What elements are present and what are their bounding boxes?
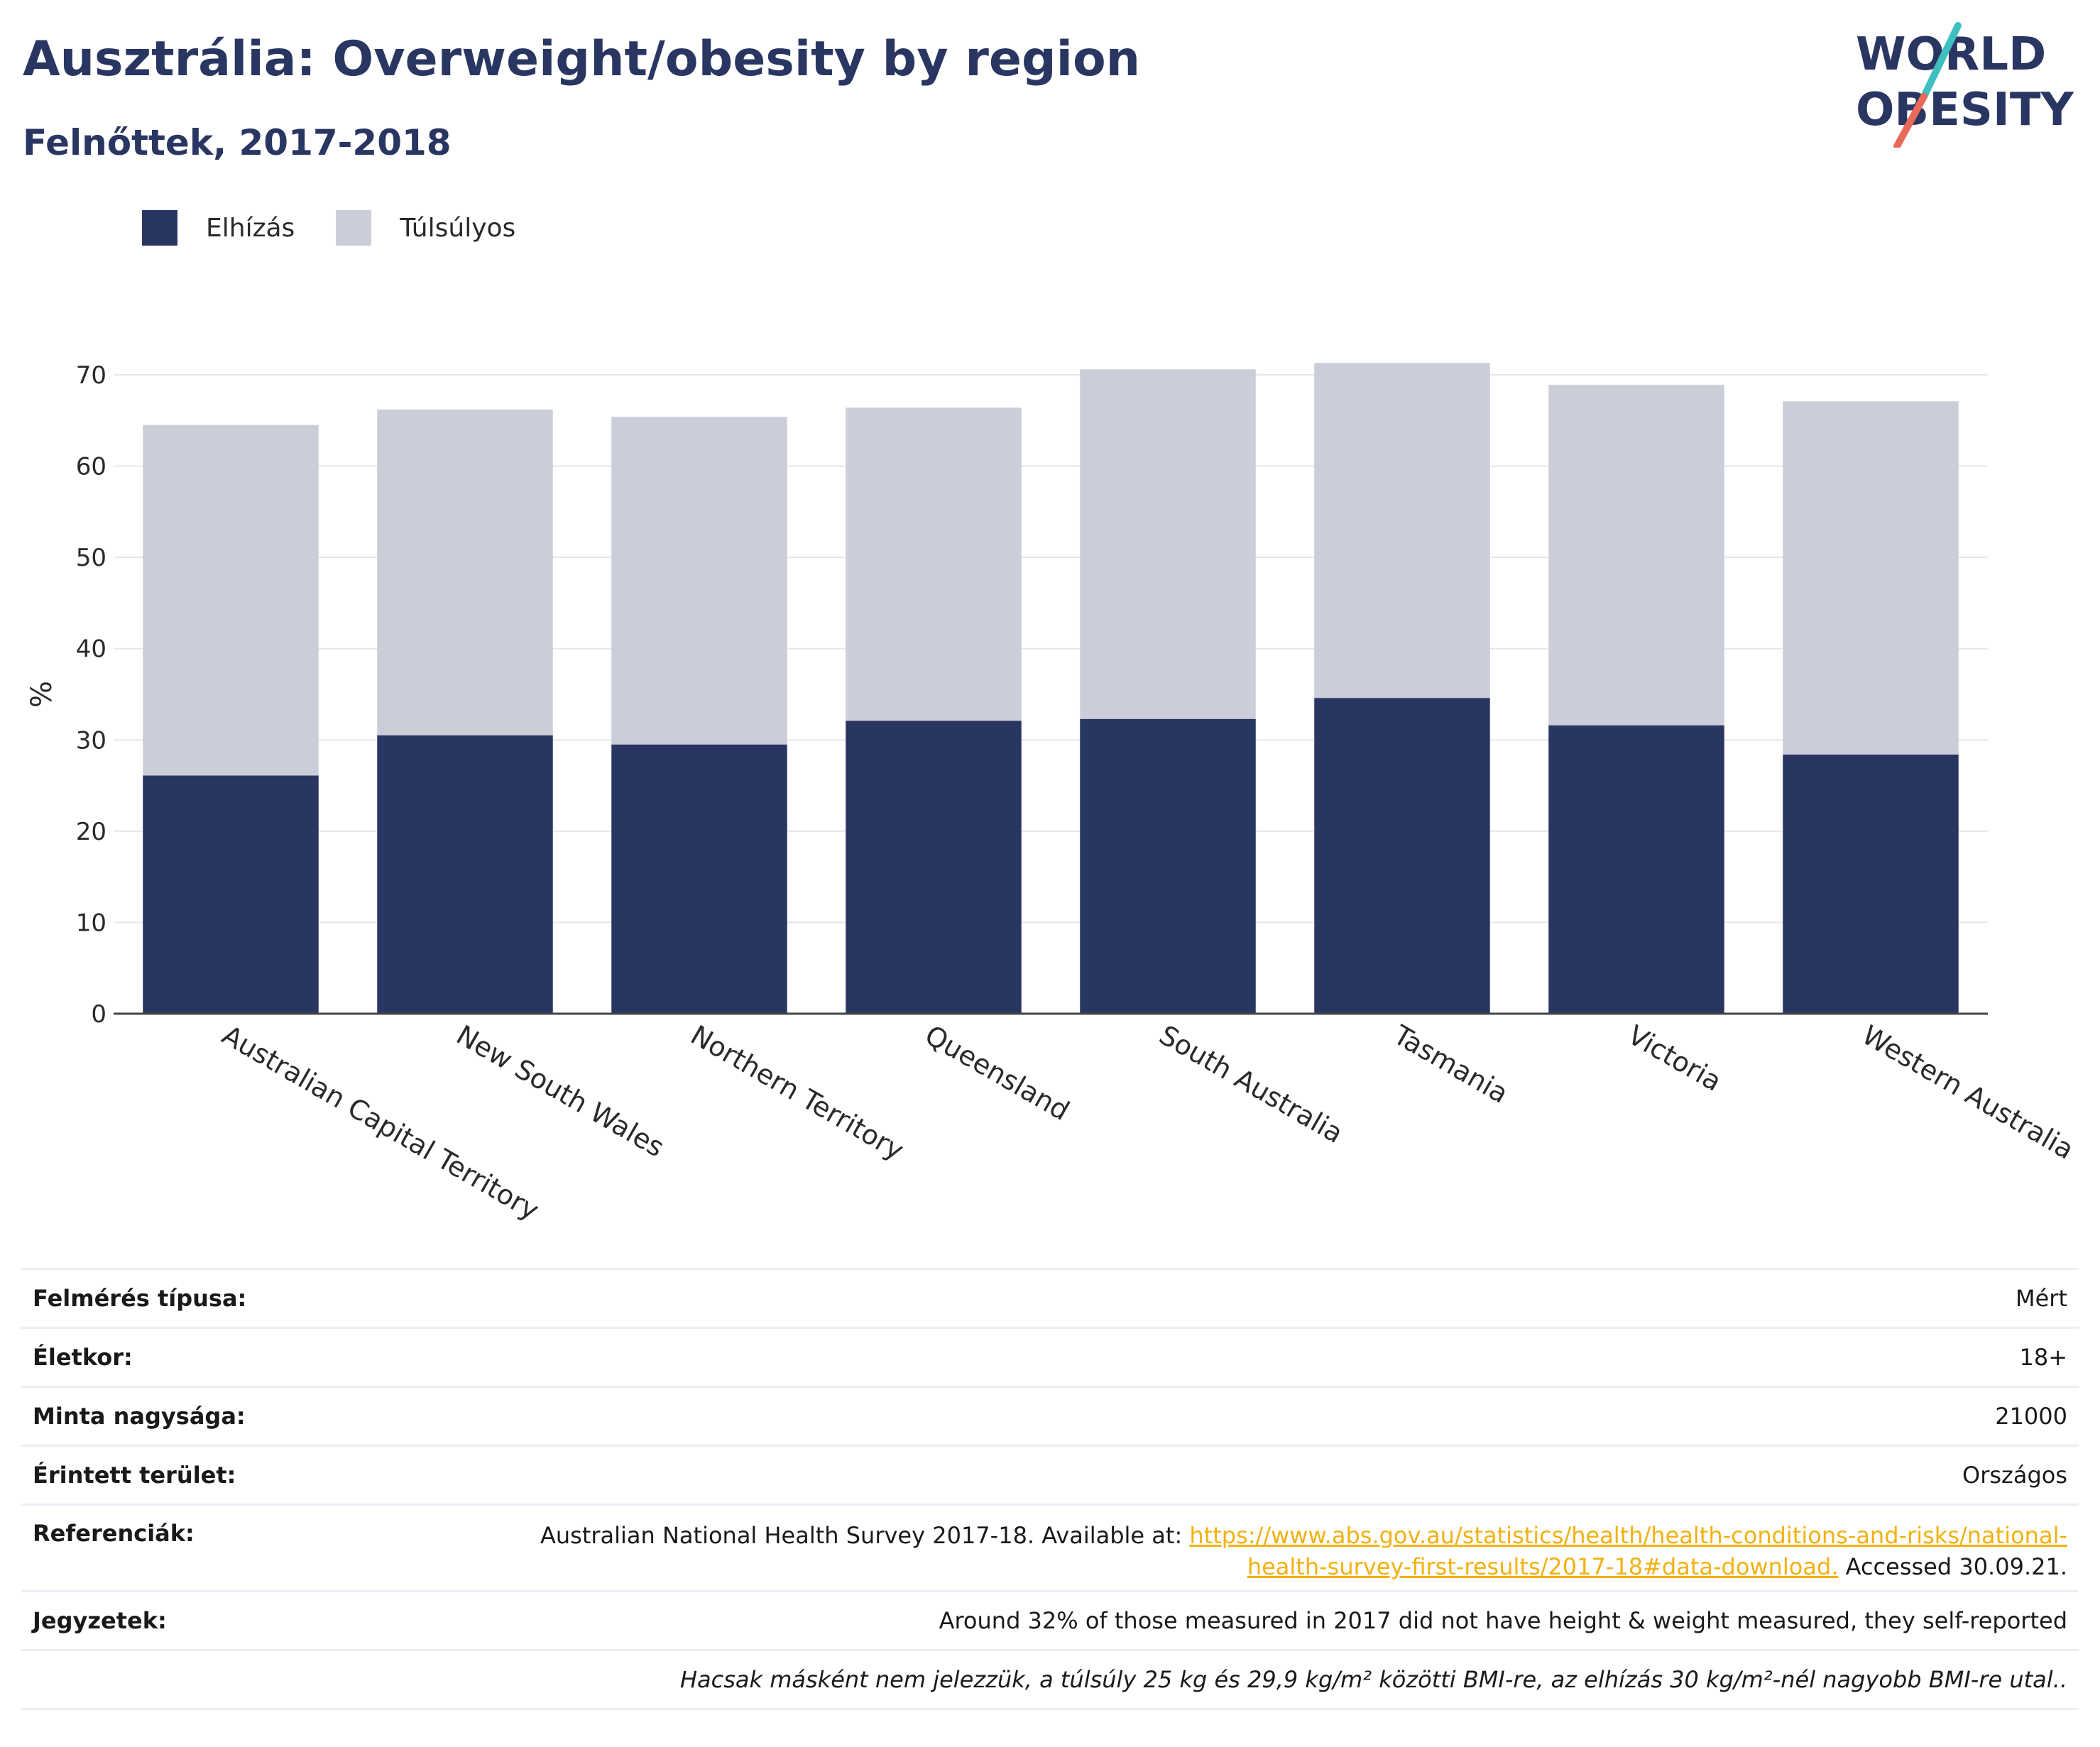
bar-overweight-australian-capital-territory[interactable]	[143, 425, 319, 776]
x-tick-label: Queensland	[920, 1019, 1075, 1127]
bar-chart: 0 10 20 30 40 50 60 70 Australian Capital Terri…	[26, 361, 2079, 1226]
y-tick-label: 50	[76, 544, 106, 572]
info-row-sample: Minta nagysága: 21000	[21, 1386, 2079, 1445]
y-tick-label: 40	[76, 635, 106, 664]
info-row-notes: Jegyzetek: Around 32% of those measured …	[21, 1590, 2079, 1649]
footnote-row: Hacsak másként nem jelezzük, a túlsúly 2…	[21, 1649, 2079, 1710]
y-tick-label: 10	[76, 909, 106, 937]
bar-overweight-tasmania[interactable]	[1314, 363, 1490, 699]
page-title: Ausztrália: Overweight/obesity by region	[23, 31, 1141, 87]
area-label: Érintett terület:	[33, 1462, 236, 1489]
bars	[143, 363, 1959, 1014]
chart-legend: Elhízás Túlsúlyos	[142, 210, 557, 246]
info-table: Felmérés típusa: Mért Életkor: 18+ Minta…	[21, 1268, 2079, 1710]
sample-value: 21000	[1995, 1403, 2067, 1430]
bar-overweight-northern-territory[interactable]	[611, 417, 787, 745]
x-tick-label: New South Wales	[452, 1019, 669, 1163]
world-obesity-logo: WORLD OBESITY	[1856, 22, 2074, 148]
bar-obesity-new-south-wales[interactable]	[377, 735, 553, 1014]
legend-item-overweight[interactable]: Túlsúlyos	[336, 210, 515, 246]
y-tick-label: 20	[76, 818, 106, 846]
references-label: Referenciák:	[33, 1520, 195, 1547]
age-value: 18+	[2019, 1344, 2067, 1371]
info-row-area: Érintett terület: Országos	[21, 1445, 2079, 1504]
y-tick-label: 0	[91, 1000, 106, 1029]
legend-swatch-obesity	[142, 210, 177, 246]
legend-swatch-overweight	[336, 210, 372, 246]
bar-obesity-tasmania[interactable]	[1314, 698, 1490, 1014]
x-tick-label: Tasmania	[1388, 1019, 1514, 1110]
bar-obesity-south-australia[interactable]	[1080, 718, 1256, 1014]
legend-item-obesity[interactable]: Elhízás	[142, 210, 295, 246]
y-axis-ticks: 0 10 20 30 40 50 60 70	[76, 361, 106, 1029]
bar-obesity-northern-territory[interactable]	[611, 744, 787, 1014]
area-value: Országos	[1962, 1462, 2067, 1489]
page-subtitle: Felnőttek, 2017-2018	[23, 122, 452, 163]
y-tick-label: 70	[76, 361, 106, 390]
info-row-age: Életkor: 18+	[21, 1327, 2079, 1386]
bar-overweight-western-australia[interactable]	[1783, 401, 1959, 755]
x-tick-label: South Australia	[1154, 1019, 1349, 1149]
bar-overweight-queensland[interactable]	[846, 407, 1022, 721]
reference-link-part2[interactable]: health-survey-first-results/2017-18#data…	[1247, 1553, 1839, 1580]
bar-obesity-victoria[interactable]	[1548, 725, 1724, 1014]
notes-label: Jegyzetek:	[33, 1607, 167, 1634]
info-row-survey-type: Felmérés típusa: Mért	[21, 1268, 2079, 1327]
x-tick-label: Western Australia	[1857, 1019, 2079, 1166]
bar-overweight-south-australia[interactable]	[1080, 369, 1256, 719]
y-axis-label: %	[26, 681, 58, 708]
bar-obesity-western-australia[interactable]	[1783, 754, 1959, 1014]
reference-link-part1[interactable]: https://www.abs.gov.au/statistics/health…	[1189, 1522, 2067, 1549]
reference-accessed: Accessed 30.09.21.	[1838, 1553, 2067, 1580]
notes-value: Around 32% of those measured in 2017 did…	[939, 1607, 2067, 1634]
sample-label: Minta nagysága:	[33, 1403, 246, 1430]
bar-obesity-australian-capital-territory[interactable]	[143, 775, 319, 1014]
legend-label-overweight: Túlsúlyos	[400, 213, 516, 243]
x-tick-label: Victoria	[1623, 1019, 1727, 1097]
x-tick-label: Northern Territory	[686, 1019, 909, 1166]
y-tick-label: 30	[76, 726, 106, 755]
bar-obesity-queensland[interactable]	[846, 721, 1022, 1014]
bar-overweight-new-south-wales[interactable]	[377, 409, 553, 735]
references-value: Australian National Health Survey 2017-1…	[540, 1520, 2067, 1582]
footnote-text: Hacsak másként nem jelezzük, a túlsúly 2…	[679, 1666, 2067, 1693]
info-row-references: Referenciák: Australian National Health …	[21, 1504, 2079, 1590]
reference-text: Australian National Health Survey 2017-1…	[540, 1522, 1190, 1549]
age-label: Életkor:	[33, 1344, 133, 1371]
survey-type-value: Mért	[2016, 1285, 2067, 1312]
bar-overweight-victoria[interactable]	[1548, 385, 1724, 725]
svg-text:OBESITY: OBESITY	[1856, 84, 2074, 136]
survey-type-label: Felmérés típusa:	[33, 1285, 247, 1312]
legend-label-obesity: Elhízás	[206, 213, 295, 243]
y-tick-label: 60	[76, 453, 106, 481]
